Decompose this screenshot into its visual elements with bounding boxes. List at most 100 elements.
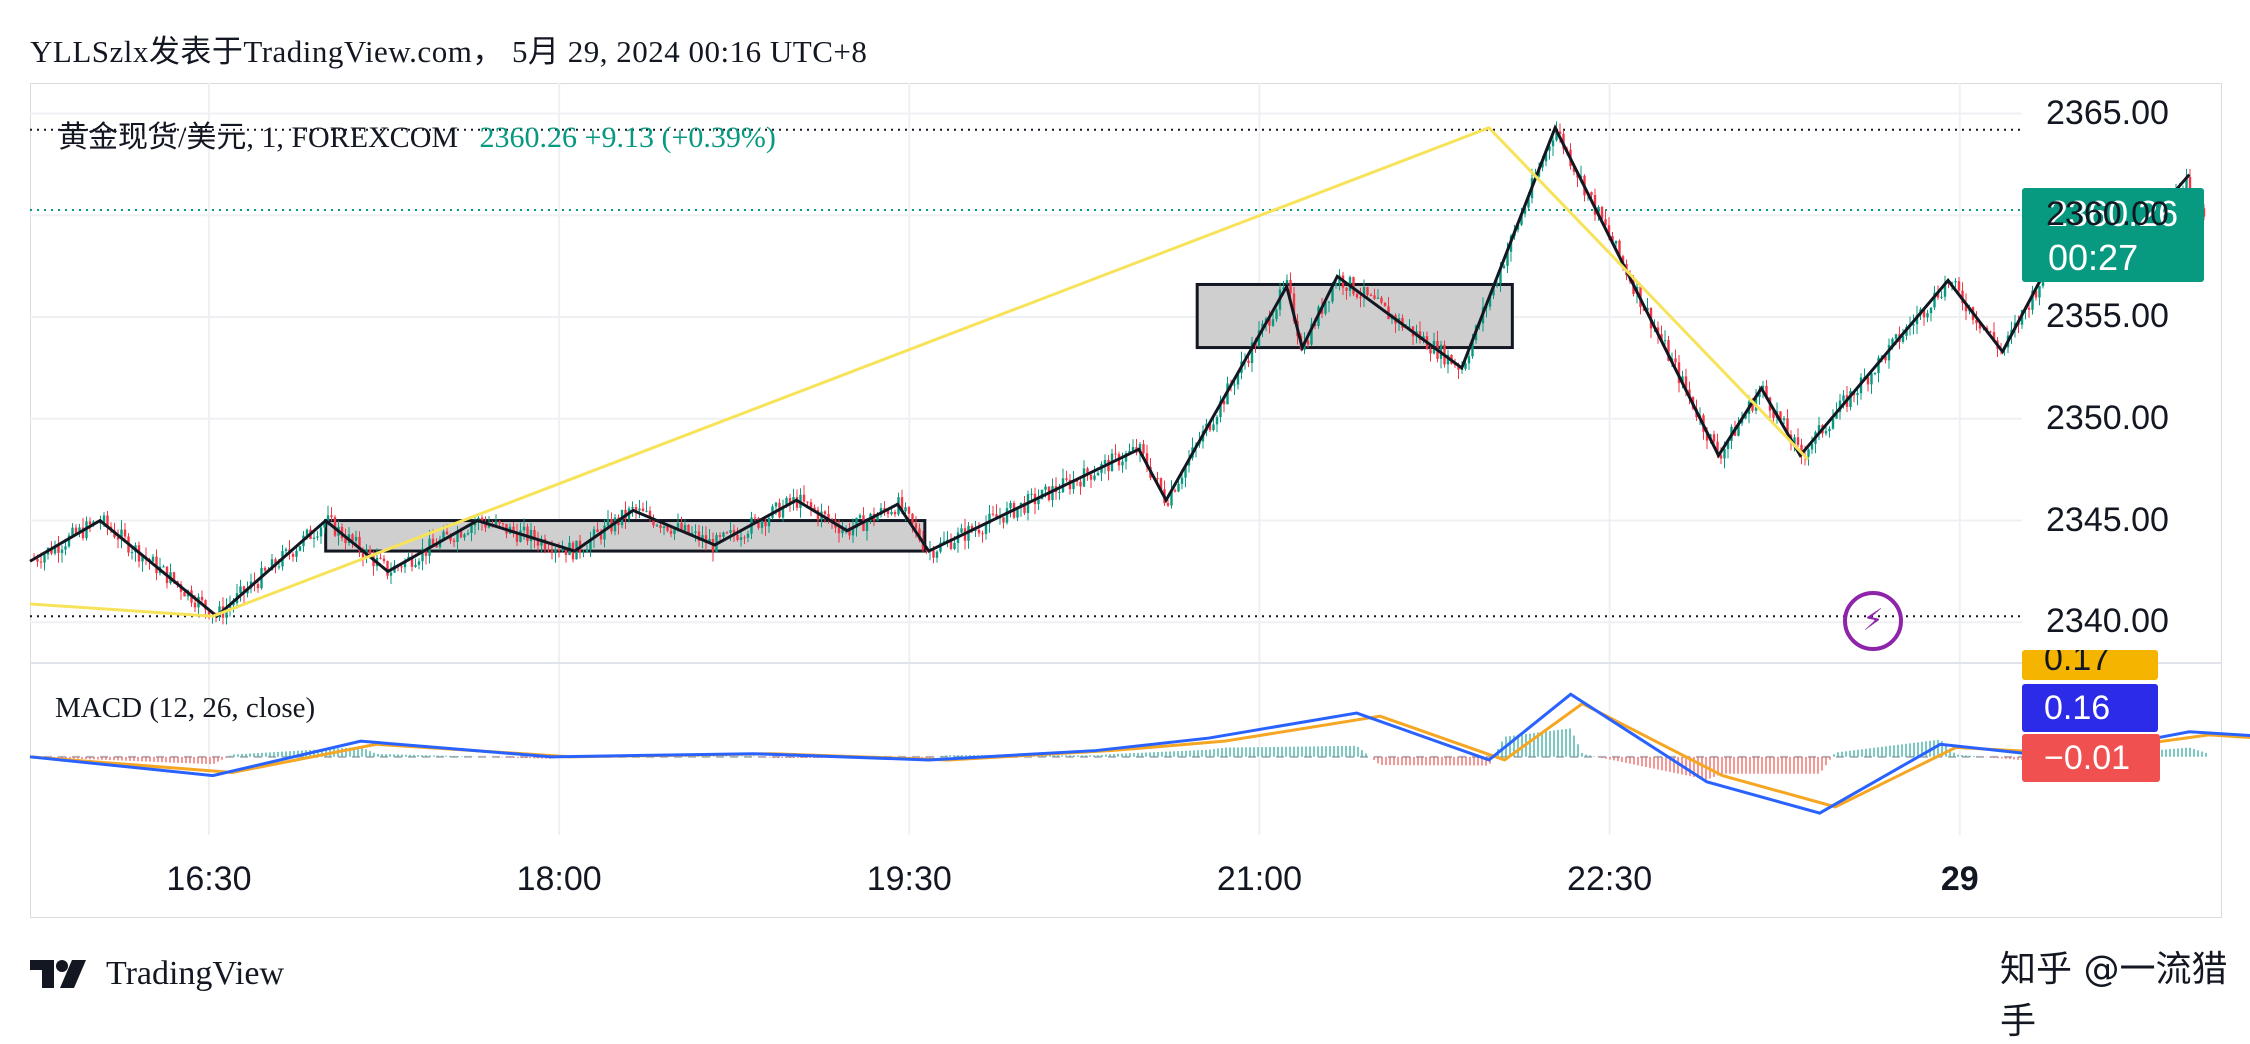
trend-line [29, 126, 1810, 618]
candle-body [1289, 280, 1292, 294]
tradingview-brand[interactable]: TradingView [30, 955, 284, 993]
candle-body [379, 557, 382, 559]
candle-body [886, 510, 890, 515]
candle-body [1236, 373, 1240, 385]
x-tick-label: 22:30 [1567, 860, 1653, 898]
candle-body [414, 564, 417, 567]
candle-body [358, 536, 361, 552]
candle-body [1922, 309, 1926, 318]
candle-body [753, 517, 757, 519]
candle-body [1712, 434, 1716, 442]
candle-body [1810, 443, 1814, 450]
candle-body [1604, 219, 1607, 226]
candle-body [1058, 492, 1061, 494]
candle-body [1250, 342, 1254, 364]
candle-body [1660, 334, 1663, 341]
candle-body [319, 527, 323, 537]
candle-body [1215, 417, 1219, 425]
candle-body [1527, 198, 1530, 208]
candle-body [1103, 460, 1107, 465]
candle-body [1072, 480, 1075, 490]
candle-body [256, 584, 260, 589]
candle-body [974, 529, 977, 531]
candle-body [1824, 431, 1828, 434]
candle-body [718, 535, 722, 537]
symbol-name[interactable]: 黄金现货/美元, 1, FOREXCOM [58, 121, 459, 154]
candle-body [914, 523, 918, 529]
candle-body [480, 517, 484, 523]
candle-body [1138, 444, 1142, 453]
candle-body [851, 528, 855, 536]
candle-body [603, 525, 606, 540]
candle-body [445, 531, 449, 535]
candle-body [1219, 400, 1222, 418]
candle-body [781, 506, 785, 518]
candle-body [1597, 206, 1600, 215]
candle-body [1292, 293, 1296, 321]
candle-body [1719, 455, 1723, 459]
candle-body [1954, 281, 1957, 283]
candle-body [673, 527, 676, 534]
candle-body [648, 510, 652, 519]
candle-body [1873, 373, 1877, 375]
macd-legend[interactable]: MACD (12, 26, close) [55, 692, 316, 724]
candle-body [1457, 365, 1460, 370]
candle-body [102, 515, 106, 523]
candle-body [1310, 323, 1313, 345]
candle-body [1544, 150, 1548, 162]
candle-body [484, 522, 487, 528]
candle-body [39, 561, 43, 563]
candle-body [183, 591, 186, 597]
candle-body [130, 551, 134, 553]
candle-body [1915, 315, 1919, 325]
candle-body [1964, 303, 1968, 312]
candle-body [53, 545, 57, 554]
lightning-bolt-icon[interactable]: ⚡ [1843, 591, 1903, 651]
candle-body [725, 532, 729, 534]
candle-body [984, 523, 988, 534]
candle-body [1275, 309, 1278, 320]
consolidation-box [1195, 282, 1514, 350]
publisher-header: YLLSzlx发表于TradingView.com， 5月 29, 2024 0… [30, 34, 868, 69]
candle-body [207, 609, 211, 618]
symbol-legend[interactable]: 黄金现货/美元, 1, FOREXCOM 2360.26 +9.13 (+0.3… [58, 112, 776, 156]
candle-body [1079, 481, 1082, 487]
candle-body [368, 549, 372, 555]
candle-body [1726, 440, 1730, 449]
candle-body [74, 527, 78, 534]
candle-body [883, 508, 886, 511]
candle-body [687, 524, 690, 535]
candle-body [813, 507, 816, 510]
last-price-value: 2360.26 [2048, 193, 2179, 234]
candle-body [890, 511, 893, 515]
candle-body [1366, 287, 1369, 296]
candle-body [1355, 294, 1359, 298]
y-tick-label: 2350.00 [2046, 398, 2169, 437]
candle-body [676, 523, 680, 528]
candle-body [316, 536, 319, 538]
candle-body [1894, 334, 1898, 339]
candle-body [1607, 225, 1611, 236]
candle-body [1912, 324, 1915, 326]
candle-body [1716, 441, 1719, 456]
candle-body [473, 522, 477, 526]
candle-body [1926, 313, 1929, 318]
candle-body [841, 529, 844, 534]
candle-body [64, 546, 67, 550]
candle-body [1737, 423, 1740, 436]
candle-body [788, 497, 792, 504]
candle-body [1548, 146, 1551, 151]
candle-body [1170, 490, 1173, 506]
candle-body [67, 535, 71, 547]
candle-body [1467, 356, 1471, 364]
candle-body [1369, 295, 1373, 297]
candle-body [543, 539, 547, 550]
candle-body [435, 544, 438, 548]
candle-body [557, 549, 561, 551]
candle-body [638, 508, 641, 511]
zigzag-line [29, 124, 2191, 619]
candle-body [204, 600, 207, 610]
chart-frame[interactable] [30, 83, 2222, 918]
candle-body [1009, 502, 1012, 509]
candle-body [116, 537, 120, 540]
